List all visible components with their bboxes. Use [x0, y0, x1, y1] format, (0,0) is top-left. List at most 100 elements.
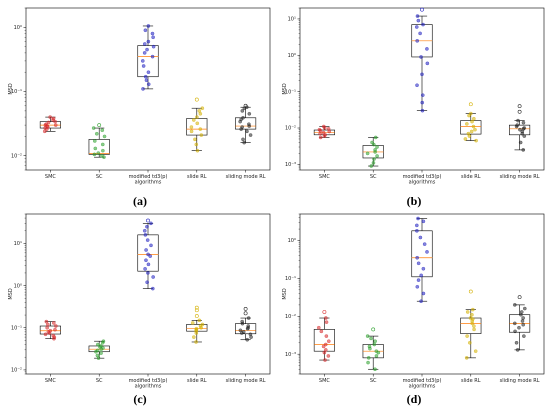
data-point	[240, 109, 245, 113]
data-point	[143, 74, 148, 79]
data-point	[95, 348, 100, 353]
data-point	[517, 325, 521, 330]
y-tick-label: 10⁻²	[285, 126, 296, 132]
data-point	[102, 134, 107, 139]
box-smc	[39, 115, 61, 134]
x-axis-title: algorithms	[135, 180, 162, 186]
y-tick-label: 10⁻³	[285, 352, 296, 358]
data-point	[465, 122, 469, 126]
data-point	[240, 125, 244, 129]
data-point	[91, 126, 96, 130]
y-tick-label: 10⁻²	[11, 153, 22, 159]
data-point	[144, 258, 148, 262]
data-point	[247, 122, 251, 126]
data-point	[242, 140, 246, 145]
box-smc	[313, 310, 335, 362]
data-point	[469, 129, 474, 134]
data-point	[365, 334, 370, 338]
y-axis-title: MSD	[8, 288, 14, 299]
y-axis-title: MSD	[282, 288, 288, 299]
data-point	[421, 219, 426, 224]
data-point	[518, 140, 523, 145]
x-tick-label: SMC	[319, 174, 330, 180]
data-point	[324, 334, 329, 338]
data-point	[46, 322, 50, 327]
data-point	[374, 354, 379, 358]
box-modified-td3-p-	[411, 216, 433, 303]
data-point	[470, 312, 474, 317]
data-point	[197, 109, 202, 113]
data-point	[194, 305, 199, 310]
data-point	[522, 126, 527, 130]
data-point	[241, 137, 245, 142]
data-point	[241, 330, 246, 334]
data-point	[194, 326, 199, 331]
x-tick-label: sliding mode RL	[226, 378, 266, 384]
data-point	[373, 339, 377, 343]
y-tick-label: 10⁻¹	[11, 89, 22, 95]
panel-label: (a)	[133, 194, 147, 208]
box-iqr	[137, 45, 159, 78]
data-point	[141, 59, 145, 63]
data-point	[321, 344, 326, 349]
x-tick-label: slide RL	[461, 378, 481, 384]
data-point	[238, 328, 243, 333]
data-point	[149, 243, 153, 248]
chart-panel-a: 10⁻² 10⁻¹ 10⁰ MSD SMC SC modified td3(p) slide …	[8, 7, 271, 208]
data-point	[326, 354, 331, 358]
data-point	[44, 122, 48, 126]
data-point	[190, 321, 195, 325]
data-point	[142, 51, 147, 55]
data-point	[193, 137, 197, 142]
data-point	[248, 332, 253, 337]
box-modified-td3-p-	[137, 218, 159, 291]
data-point	[194, 314, 199, 318]
data-point	[319, 329, 324, 334]
data-point	[513, 321, 517, 326]
data-point	[420, 72, 424, 77]
box-sliding-mode-rl	[235, 103, 257, 145]
data-point	[146, 39, 151, 44]
data-point	[425, 61, 430, 66]
y-tick-label: 10⁻²	[285, 314, 296, 320]
data-point	[523, 306, 527, 311]
data-point	[93, 146, 98, 151]
data-point	[326, 127, 331, 131]
data-point	[419, 273, 423, 278]
data-point	[100, 128, 105, 132]
data-point	[248, 133, 253, 137]
y-tick-label: 10⁻¹	[285, 276, 296, 282]
data-point	[327, 339, 331, 343]
box-smc	[39, 319, 61, 341]
data-point	[468, 289, 473, 294]
data-point	[421, 93, 425, 97]
data-point	[322, 124, 326, 129]
data-point	[517, 295, 522, 300]
data-point	[465, 310, 470, 314]
data-point	[323, 342, 328, 347]
box-iqr	[186, 118, 208, 136]
box-sc	[362, 135, 384, 168]
data-point	[151, 35, 155, 40]
data-point	[418, 235, 423, 240]
data-point	[146, 252, 150, 257]
data-point	[143, 42, 147, 46]
data-point	[95, 353, 100, 358]
box-slide-rl	[186, 97, 208, 153]
data-point	[46, 120, 51, 125]
data-point	[241, 116, 245, 120]
data-point	[369, 336, 373, 341]
box-sc	[88, 123, 110, 159]
y-axis-title: MSD	[8, 83, 14, 94]
data-point	[198, 127, 203, 131]
data-point	[514, 341, 519, 345]
y-tick-label: 10⁻²	[11, 368, 22, 374]
data-point	[194, 142, 199, 147]
data-point	[374, 349, 379, 353]
data-point	[317, 127, 322, 132]
data-point	[464, 356, 469, 360]
data-point	[324, 316, 328, 320]
data-point	[471, 307, 475, 312]
data-point	[366, 356, 371, 360]
x-tick-label: slide RL	[461, 174, 481, 180]
